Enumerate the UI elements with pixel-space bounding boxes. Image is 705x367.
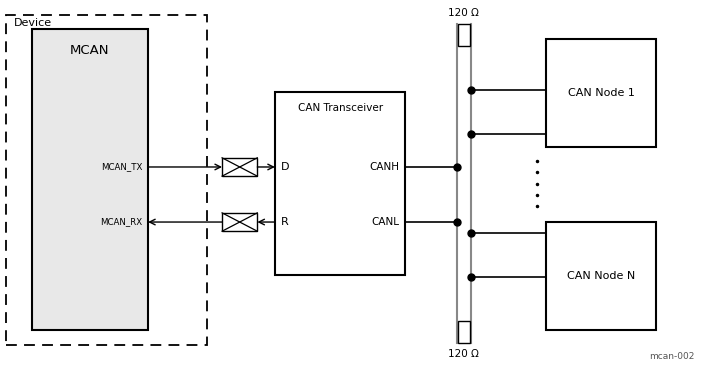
Text: CAN Node N: CAN Node N — [567, 271, 635, 281]
Text: MCAN: MCAN — [70, 44, 110, 57]
Text: mcan-002: mcan-002 — [649, 352, 694, 361]
Bar — [275, 92, 405, 275]
Text: CAN Node 1: CAN Node 1 — [568, 88, 635, 98]
Bar — [546, 222, 656, 330]
Text: MCAN_RX: MCAN_RX — [100, 218, 142, 226]
Text: 120 Ω: 120 Ω — [448, 349, 479, 359]
Text: 120 Ω: 120 Ω — [448, 8, 479, 18]
Text: CANL: CANL — [372, 217, 400, 227]
Bar — [458, 321, 470, 343]
Text: R: R — [281, 217, 288, 227]
Bar — [6, 15, 207, 345]
Bar — [222, 213, 257, 231]
Bar — [458, 24, 470, 46]
Text: CAN Transceiver: CAN Transceiver — [298, 103, 383, 113]
Text: MCAN_TX: MCAN_TX — [101, 163, 142, 171]
Bar — [546, 39, 656, 147]
Text: CANH: CANH — [369, 162, 400, 172]
Bar — [32, 29, 148, 330]
Bar — [222, 158, 257, 176]
Text: D: D — [281, 162, 289, 172]
Text: Device: Device — [14, 18, 52, 28]
